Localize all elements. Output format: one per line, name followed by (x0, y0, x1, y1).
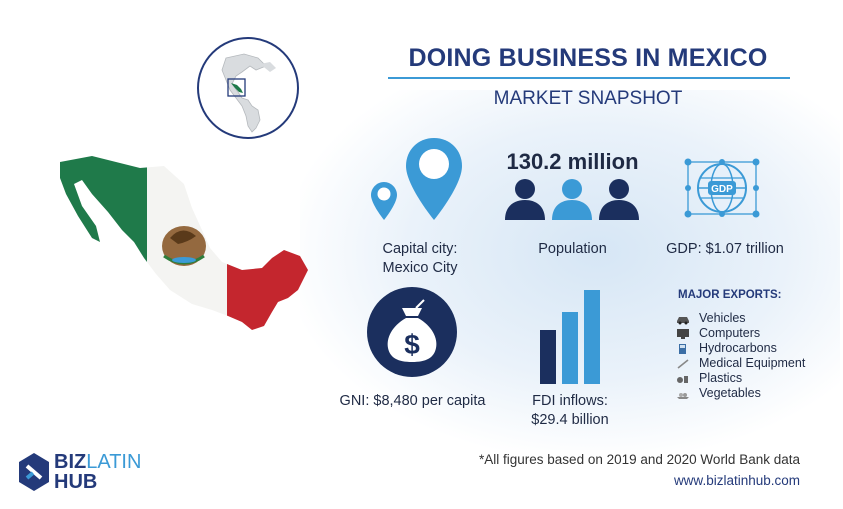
list-item: Medical Equipment (676, 356, 805, 371)
page-title: DOING BUSINESS IN MEXICO (408, 44, 768, 72)
gni-label: GNI: $8,480 per capita (339, 393, 486, 409)
fdi-label-line2: $29.4 billion (531, 412, 609, 428)
fdi-label-line1: FDI inflows: (532, 393, 608, 409)
population-label: Population (538, 241, 607, 257)
gdp-badge-text: GDP (711, 184, 733, 195)
location-pin-icon (371, 138, 462, 220)
data-source-note: *All figures based on 2019 and 2020 Worl… (479, 452, 800, 467)
gdp-label: GDP: $1.07 trillion (666, 241, 784, 257)
syringe-icon (677, 358, 689, 369)
logo-word-biz: BIZ (54, 451, 87, 473)
plastic-icon (677, 375, 688, 383)
export-label: Hydrocarbons (699, 341, 777, 355)
list-item: Plastics (676, 371, 805, 386)
globe-icon: GDP (684, 158, 760, 218)
list-item: Hydrocarbons (676, 341, 805, 356)
computer-icon (677, 328, 689, 339)
list-item: Vehicles (676, 311, 805, 326)
page-subtitle: MARKET SNAPSHOT (493, 88, 683, 109)
bizlatinhub-logo: BIZLATIN HUB (18, 452, 141, 492)
title-divider (388, 77, 790, 79)
fuel-icon (679, 343, 686, 354)
fdi-label: FDI inflows: $29.4 billion (515, 392, 625, 430)
money-bag-icon: $ (367, 287, 457, 377)
logo-mark-icon (19, 453, 49, 491)
list-item: Computers (676, 326, 805, 341)
website-link[interactable]: www.bizlatinhub.com (673, 473, 800, 488)
bar-chart-icon (540, 290, 600, 384)
svg-text:$: $ (404, 329, 420, 360)
export-label: Vehicles (699, 311, 746, 325)
people-icon (505, 179, 639, 220)
exports-list: Vehicles Computers Hydrocarbons Medical … (676, 311, 805, 401)
capital-label: Capital city: Mexico City (360, 240, 480, 278)
logo-word-hub: HUB (54, 471, 98, 493)
export-label: Medical Equipment (699, 356, 806, 370)
export-label: Vegetables (699, 386, 761, 400)
americas-locator-globe-icon (197, 37, 299, 139)
list-item: Vegetables (676, 386, 805, 401)
population-value: 130.2 million (506, 149, 639, 174)
export-label: Plastics (699, 371, 743, 385)
exports-heading: MAJOR EXPORTS: (678, 289, 782, 301)
background-glow (300, 90, 840, 450)
export-label: Computers (699, 326, 761, 340)
capital-label-line1: Capital city: (382, 241, 458, 257)
logo-word-latin: LATIN (86, 451, 142, 473)
mexico-flag-map (60, 156, 308, 330)
capital-label-line2: Mexico City (382, 260, 458, 276)
car-icon (677, 316, 689, 324)
vegetables-icon (677, 392, 689, 399)
